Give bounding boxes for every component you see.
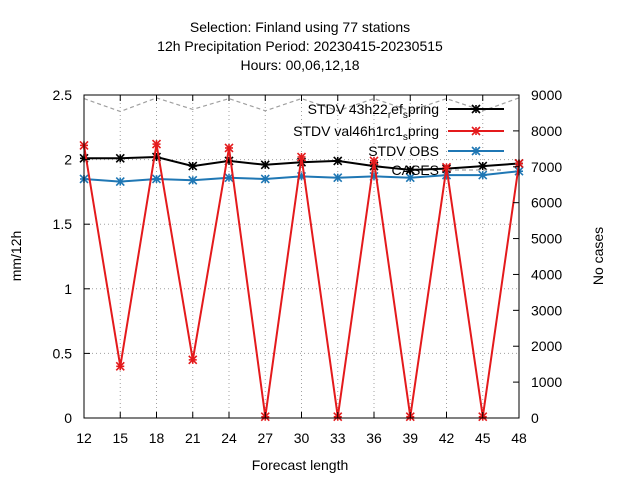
x-tick-label: 24 [221, 430, 237, 446]
y2-tick-label: 1000 [531, 374, 562, 390]
legend-sample-marker [471, 104, 481, 114]
series-point-2 [260, 174, 270, 184]
y-axis-label: mm/12h [8, 231, 24, 282]
series-point-0 [115, 153, 125, 163]
series-point-1 [188, 355, 198, 365]
x-tick-label: 30 [294, 430, 310, 446]
series-point-1 [115, 361, 125, 371]
x-tick-label: 15 [112, 430, 128, 446]
y2-tick-label: 3000 [531, 302, 562, 318]
title-line-2: 12h Precipitation Period: 20230415-20230… [157, 38, 443, 54]
y-tick-label: 2.5 [53, 87, 73, 103]
x-tick-label: 36 [366, 430, 382, 446]
x-tick-label: 21 [185, 430, 201, 446]
series-point-0 [333, 156, 343, 166]
x-tick-label: 39 [402, 430, 418, 446]
legend-label: STDV val46h1rc1spring [293, 123, 439, 143]
y2-tick-label: 5000 [531, 231, 562, 247]
x-tick-label: 42 [439, 430, 455, 446]
y-tick-label: 0 [64, 410, 72, 426]
title-line-3: Hours: 00,06,12,18 [240, 57, 359, 73]
y-tick-label: 2 [64, 152, 72, 168]
series-point-0 [260, 160, 270, 170]
y2-tick-label: 8000 [531, 123, 562, 139]
chart-title: Selection: Finland using 77 stations 12h… [157, 19, 443, 73]
series-point-2 [405, 173, 415, 183]
grid [84, 95, 519, 418]
series-point-1 [296, 152, 307, 162]
legend-sample-marker [471, 126, 481, 136]
y-tick-label: 0.5 [53, 345, 73, 361]
y2-tick-label: 6000 [531, 195, 562, 211]
series-point-1 [151, 139, 162, 149]
y-tick-label: 1.5 [53, 216, 73, 232]
x-axis-label: Forecast length [252, 457, 349, 473]
series-point-2 [115, 176, 125, 187]
x-tick-label: 18 [149, 430, 165, 446]
legend-label: STDV 43h22refspring [308, 101, 439, 121]
y2-tick-label: 9000 [531, 87, 562, 103]
x-tick-label: 33 [330, 430, 346, 446]
series-point-2 [478, 170, 488, 180]
y2-tick-label: 7000 [531, 159, 562, 175]
x-tick-label: 27 [257, 430, 273, 446]
y2-tick-label: 0 [531, 410, 539, 426]
series-point-0 [188, 161, 198, 171]
x-tick-label: 45 [475, 430, 491, 446]
axes: 12 15 18 21 24 27 30 33 36 39 42 45 4800.511.522.501… [53, 87, 563, 446]
series-point-2 [151, 174, 162, 184]
legend-label: CASES [392, 162, 439, 178]
legend-label: STDV OBS [368, 143, 439, 159]
y2-tick-label: 4000 [531, 266, 562, 282]
x-tick-label: 48 [511, 430, 527, 446]
series-point-0 [405, 165, 415, 175]
y2-axis-label: No cases [590, 227, 606, 285]
series-point-2 [188, 175, 198, 185]
series-point-2 [333, 173, 343, 183]
x-tick-label: 12 [76, 430, 92, 446]
y2-tick-label: 2000 [531, 338, 562, 354]
y-tick-label: 1 [64, 281, 72, 297]
series-point-1 [224, 143, 234, 153]
series-point-0 [478, 161, 488, 171]
series-point-1 [369, 156, 379, 166]
legend-sample-marker [471, 146, 481, 156]
title-line-1: Selection: Finland using 77 stations [190, 19, 410, 35]
